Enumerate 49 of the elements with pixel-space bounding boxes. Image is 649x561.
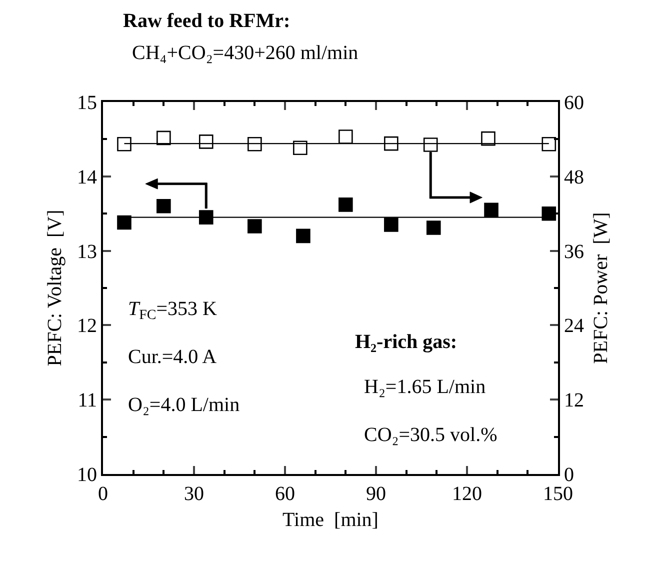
y-tick-label: 10 [77,464,97,486]
point [542,137,556,152]
annotation: CO₂=30.5 vol.% [364,424,498,446]
annotation: H₂-rich gas: [355,331,458,353]
point [384,218,398,232]
y-tick-label: 14 [77,166,97,188]
annotation: Cur.=4.0 A [128,346,218,368]
point [542,206,556,221]
point [293,140,308,156]
x-tick-label: 120 [452,483,482,505]
annotation: T$_{FC}$=353 K [128,298,218,324]
point [198,134,214,149]
point [426,220,441,235]
y-tick-label: 13 [77,240,97,263]
chart-subtitle: CH₄+CO₂=430+260 ml/min [132,42,358,64]
point [248,137,262,152]
point [156,130,171,146]
point [338,130,353,144]
x-tick-label: 30 [184,483,204,505]
point [117,137,132,152]
y-tick-label: 12 [77,315,97,338]
y-tick-label: 15 [77,92,97,114]
y2-tick-label: 60 [564,92,584,114]
y2-tick-label: 48 [564,166,584,188]
y2-tick-label: 12 [564,390,584,412]
y2-tick-label: 0 [564,464,574,486]
point [423,138,438,152]
y2-tick-label: 36 [564,240,584,263]
point [481,131,496,146]
point [117,215,132,230]
x-tick-label: 90 [366,483,386,505]
y-tick-label: 11 [78,390,97,412]
point [248,219,262,234]
annotation: O₂=4.0 L/min [128,394,240,416]
point [384,136,398,151]
point [198,210,214,224]
x-tick-label: 0 [98,483,108,505]
y2-axis-title: PEFC: Power [W] [590,212,612,364]
x-tick-label: 150 [543,483,573,505]
x-axis-title: Time [min] [282,509,378,531]
point [338,198,353,212]
chart-title: Raw feed to RFMr: [123,10,290,32]
point [156,199,171,214]
x-tick-label: 60 [275,483,295,505]
y-axis-title: PEFC: Voltage [V] [44,210,66,366]
point [296,228,310,244]
y2-tick-label: 24 [564,315,584,338]
point [484,202,498,218]
annotation: H₂=1.65 L/min [364,376,486,398]
